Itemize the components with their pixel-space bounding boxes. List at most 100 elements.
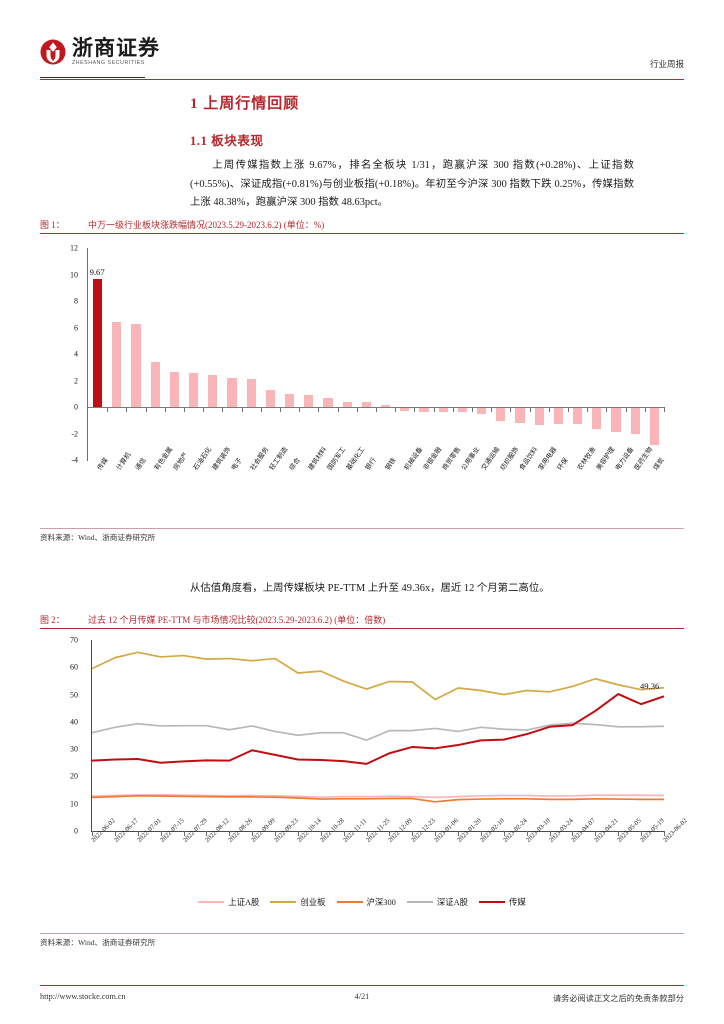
line-chart-x-tick [435, 831, 437, 836]
line-chart-y-tick: 10 [70, 799, 78, 809]
bar-chart-x-tick [433, 407, 435, 412]
figure-1-caption: 图 1： 中万一级行业板块涨跌幅情况(2023.5.29-2023.6.2) (单… [40, 218, 324, 231]
paragraph-2: 从估值角度看，上周传媒板块 PE-TTM 上升至 49.36x，居近 12 个月… [190, 580, 634, 599]
line-chart-legend: 上证A股 创业板 沪深300 深证A股 传媒 [40, 896, 684, 908]
bar-chart-x-tick [107, 407, 109, 412]
bar-chart-x-tick [529, 407, 531, 412]
line-chart-x-tick [595, 831, 597, 836]
bar-chart-bar [227, 377, 237, 407]
line-chart-legend-item[interactable]: 传媒 [479, 896, 526, 908]
company-logo: 浙商证券 ZHESHANG SECURITIES [40, 38, 160, 66]
bar-chart-x-tick [203, 407, 205, 412]
bar-chart-bar [342, 402, 352, 407]
line-chart-y-tick: 40 [70, 717, 78, 727]
bar-chart-bar [611, 407, 621, 433]
bar-chart-x-axis: 传媒 计算机 通信 有色金属 房地产 石油石化 建筑装饰 电子 社会服务 轻工制造 综合 建筑材料 国防… [88, 446, 668, 526]
bar-chart-y-tick: 4 [74, 349, 78, 359]
line-chart-series-svg [92, 651, 664, 803]
line-chart-x-tick [229, 831, 231, 836]
bar-chart-bar [92, 278, 103, 407]
line-chart-x-axis: 2022-06-02 2022-06-17 2022-07-01 2022-07-15… [90, 817, 689, 897]
bar-chart-x-tick [126, 407, 128, 412]
figure-1-label: 图 1： [40, 220, 65, 230]
line-chart-x-tick [641, 831, 643, 836]
line-chart-y-tick: 60 [70, 662, 78, 672]
bar-chart-x-tick [164, 407, 166, 412]
bar-chart-y-tick: 2 [74, 376, 78, 385]
bar-chart-x-tick [337, 407, 339, 412]
bar-chart-bar [188, 373, 199, 407]
line-chart-series-line [92, 794, 664, 803]
bar-chart-x-tick [376, 407, 377, 412]
line-chart-y-tick: 20 [70, 771, 78, 781]
legend-swatch-icon [479, 900, 506, 904]
line-chart-x-tick [343, 831, 345, 836]
logo-underline [40, 76, 145, 78]
bar-chart-y-tick: -4 [71, 455, 78, 465]
bar-chart-bar [304, 394, 314, 407]
logo-text-cn: 浙商证券 [72, 36, 160, 60]
figure-1-title: 中万一级行业板块涨跌幅情况(2023.5.29-2023.6.2) (单位：%) [88, 220, 325, 230]
line-chart-legend-item[interactable]: 创业板 [270, 896, 326, 908]
bar-chart-x-tick [222, 407, 224, 412]
bar-chart-bar [169, 372, 179, 407]
bar-chart-bar [246, 378, 256, 407]
bar-chart-bar [496, 407, 506, 421]
line-chart-x-tick [549, 831, 551, 836]
bar-chart-bar [284, 394, 295, 407]
figure-2-top-rule [40, 628, 684, 629]
line-chart-x-tick [160, 831, 162, 836]
line-chart-legend-item[interactable]: 沪深300 [336, 896, 396, 908]
line-chart-series-line [92, 722, 664, 741]
bar-chart-bar [476, 407, 487, 414]
bar-chart-bar [323, 397, 333, 407]
bar-chart-bar [438, 407, 448, 413]
legend-swatch-icon [336, 900, 363, 904]
line-chart-x-tick [389, 831, 391, 836]
bar-chart-x-tick [241, 407, 243, 412]
bar-chart-y-tick: 6 [74, 323, 78, 332]
bar-chart-zero-line [87, 407, 664, 408]
bar-chart-bar [534, 407, 544, 425]
logo-mark-icon [40, 39, 66, 65]
bar-chart-bar [649, 407, 659, 446]
footer-page-number: 4/21 [354, 992, 370, 1001]
line-chart-plot-area [92, 640, 665, 836]
line-chart-y-axis: 0 10 20 30 40 50 60 70 [40, 634, 86, 836]
bar-chart-x-tick [664, 407, 665, 412]
paragraph-2-text: 从估值角度看，上周传媒板块 PE-TTM 上升至 49.36x，居近 12 个月… [190, 583, 550, 594]
bar-chart-x-tick [491, 407, 493, 412]
line-chart-x-tick [664, 831, 665, 836]
line-chart-legend-item[interactable]: 上证A股 [198, 896, 259, 908]
line-chart-series-line [92, 793, 664, 799]
logo-text-en: ZHESHANG SECURITIES [72, 60, 145, 66]
bar-chart-x-tick [644, 407, 646, 412]
figure-2-bottom-rule [40, 933, 684, 934]
line-chart-value-annotation: 49.36 [640, 681, 660, 692]
bar-chart-x-tick [414, 407, 416, 412]
line-chart-y-tick: 50 [70, 690, 78, 700]
bar-chart-x-tick [606, 407, 608, 412]
bar-chart-bar [400, 407, 410, 411]
line-chart-x-tick [92, 831, 93, 836]
bar-chart-bar [572, 407, 583, 424]
bar-chart-bar [380, 405, 391, 407]
doc-type-label: 行业周报 [649, 59, 684, 69]
line-chart-x-tick [526, 831, 528, 836]
line-chart-series-line [92, 693, 664, 765]
bar-chart-bar [630, 407, 640, 434]
bar-chart-x-tick [318, 407, 320, 412]
bar-chart-x-tick [260, 407, 262, 412]
line-chart-x-tick [366, 831, 368, 836]
bar-chart-x-tick [472, 407, 473, 412]
footer-url[interactable]: http://www.stocke.com.cn [40, 992, 126, 1001]
footer-divider [40, 985, 684, 986]
section-heading-2: 1.1 板块表现 [190, 134, 264, 148]
line-chart-x-tick [275, 831, 277, 836]
line-chart-legend-item[interactable]: 深证A股 [406, 896, 468, 908]
line-chart-x-tick [572, 831, 574, 836]
figure-2-caption: 图 2： 过去 12 个月传媒 PE-TTM 与市场情况比较(2023.5.29-… [40, 613, 385, 626]
bar-chart-x-tick [395, 407, 397, 412]
header-divider [40, 79, 684, 80]
